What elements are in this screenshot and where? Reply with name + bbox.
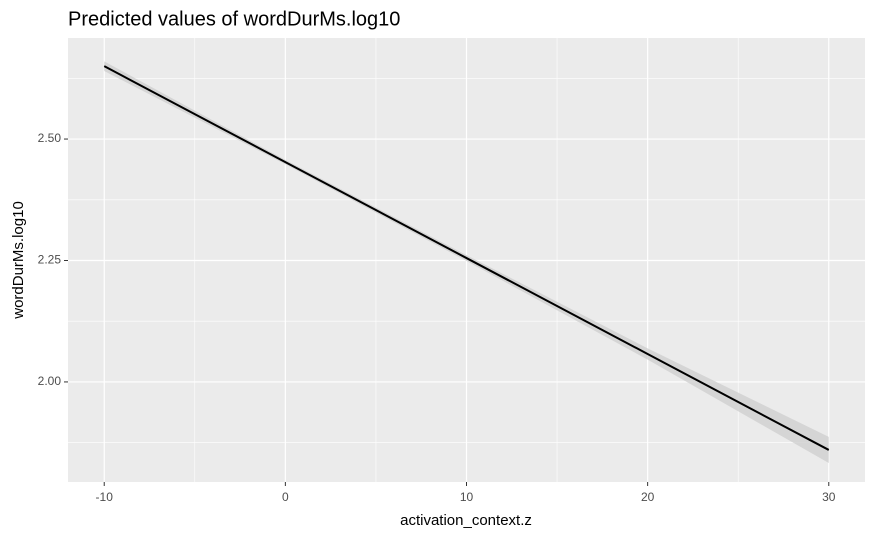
chart-title: Predicted values of wordDurMs.log10 [68, 8, 400, 30]
x-tick-label: 30 [822, 490, 836, 504]
y-axis-title: wordDurMs.log10 [10, 201, 27, 320]
x-tick-label: 0 [282, 490, 289, 504]
x-tick-label: 10 [460, 490, 474, 504]
y-tick-label: 2.00 [38, 374, 62, 388]
x-tick-label: -10 [96, 490, 114, 504]
line [103, 65, 830, 451]
x-axis-title: activation_context.z [400, 512, 532, 529]
y-tick-label: 2.25 [38, 253, 62, 267]
y-tick-label: 2.50 [38, 131, 62, 145]
x-tick-label: 20 [641, 490, 655, 504]
